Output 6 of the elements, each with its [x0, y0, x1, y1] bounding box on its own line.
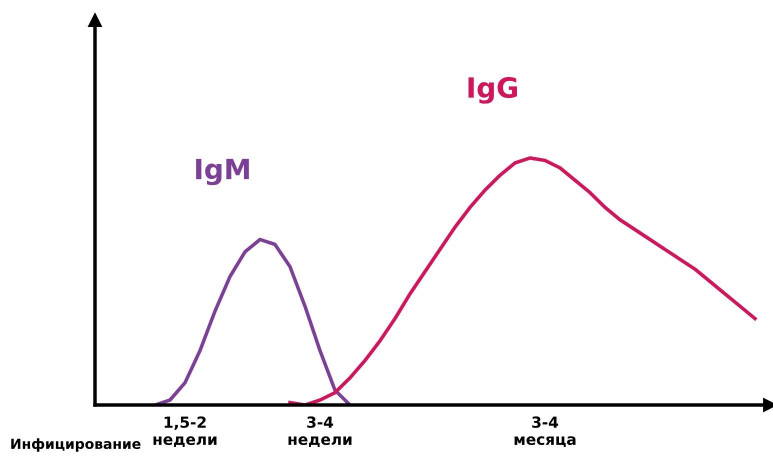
text: IgG: [468, 77, 517, 104]
series-label: IgM: [196, 158, 249, 186]
x-tick-label: 1,5-2 недели: [154, 416, 216, 447]
text: Инфицирование: [11, 438, 140, 452]
x-tick-label: 3-4 месяца: [514, 416, 576, 447]
x-tick-label: 3-4 недели: [288, 416, 352, 447]
